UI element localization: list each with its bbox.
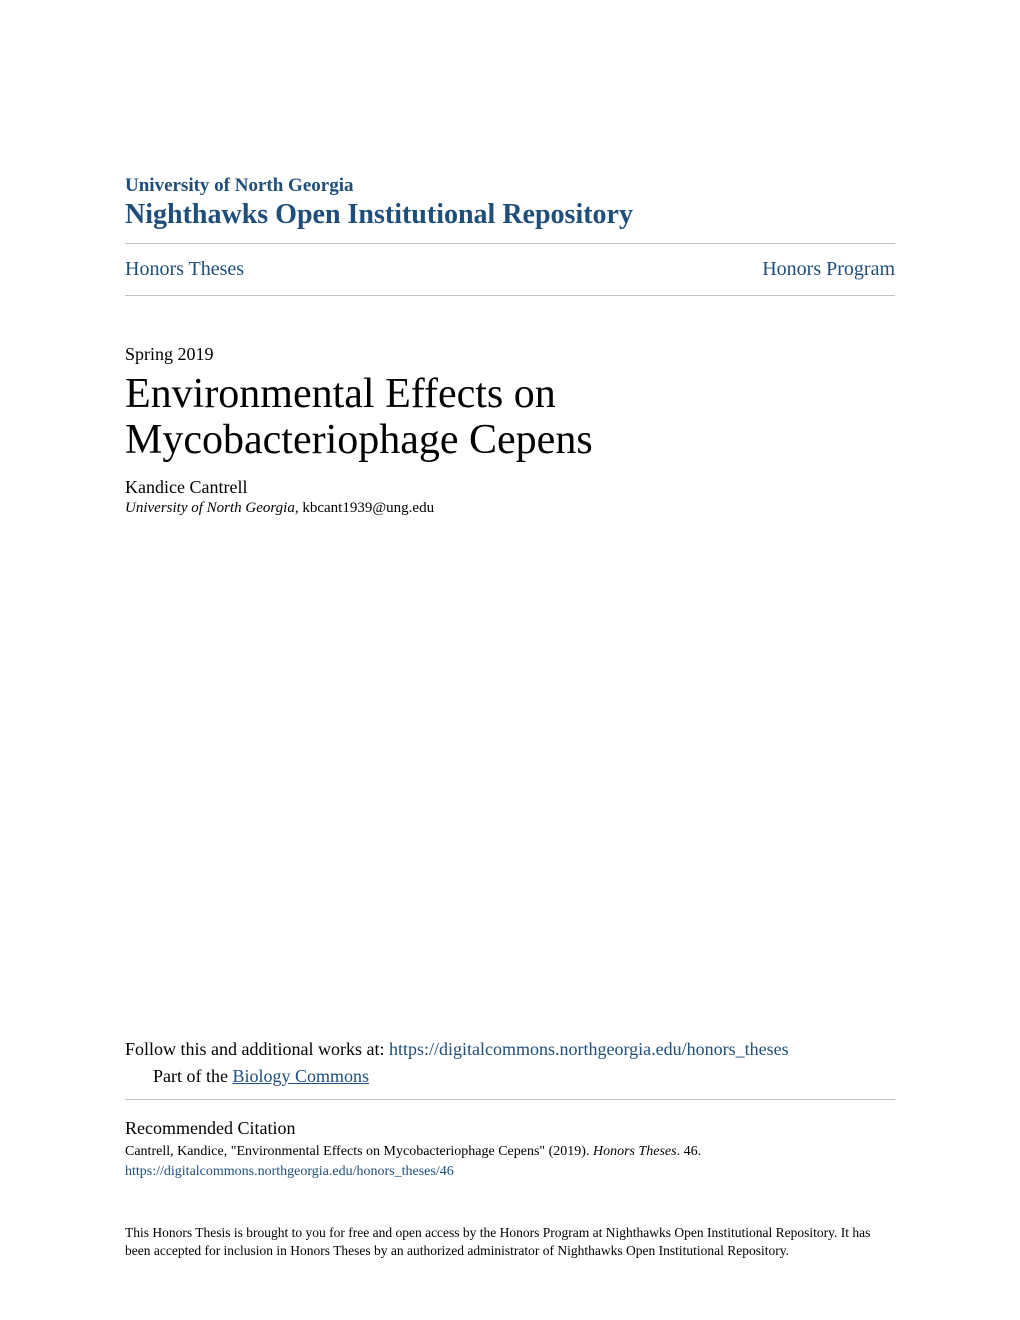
follow-prefix: Follow this and additional works at: (125, 1039, 389, 1059)
citation-text: Cantrell, Kandice, "Environmental Effect… (125, 1143, 895, 1162)
paper-title: Environmental Effects on Mycobacteriopha… (125, 371, 895, 463)
part-prefix: Part of the (153, 1066, 232, 1086)
publication-date: Spring 2019 (125, 344, 895, 365)
divider (125, 295, 895, 296)
divider (125, 1099, 895, 1100)
university-name: University of North Georgia (125, 175, 895, 197)
author-email: , kbcant1939@ung.edu (295, 500, 434, 516)
repository-name[interactable]: Nighthawks Open Institutional Repository (125, 199, 895, 231)
author-name: Kandice Cantrell (125, 477, 895, 498)
citation-text-prefix: Cantrell, Kandice, "Environmental Effect… (125, 1144, 593, 1159)
citation-series-title: Honors Theses (593, 1144, 677, 1159)
spacer (125, 517, 895, 1038)
follow-url-link[interactable]: https://digitalcommons.northgeorgia.edu/… (389, 1039, 789, 1059)
header-block: University of North Georgia Nighthawks O… (125, 175, 895, 243)
breadcrumb-collection-link[interactable]: Honors Theses (125, 258, 244, 281)
citation-block: Recommended Citation Cantrell, Kandice, … (125, 1118, 895, 1180)
citation-url-link[interactable]: https://digitalcommons.northgeorgia.edu/… (125, 1164, 895, 1180)
breadcrumb-row: Honors Theses Honors Program (125, 244, 895, 295)
part-of-line: Part of the Biology Commons (153, 1066, 895, 1087)
author-institution: University of North Georgia (125, 500, 295, 516)
author-affiliation: University of North Georgia, kbcant1939@… (125, 500, 895, 517)
citation-text-suffix: . 46. (677, 1144, 702, 1159)
citation-heading: Recommended Citation (125, 1118, 895, 1139)
breadcrumb-program-link[interactable]: Honors Program (762, 258, 895, 281)
footer-note: This Honors Thesis is brought to you for… (125, 1224, 895, 1260)
follow-line: Follow this and additional works at: htt… (125, 1039, 895, 1060)
subject-commons-link[interactable]: Biology Commons (232, 1066, 369, 1086)
document-page: University of North Georgia Nighthawks O… (0, 0, 1020, 1320)
